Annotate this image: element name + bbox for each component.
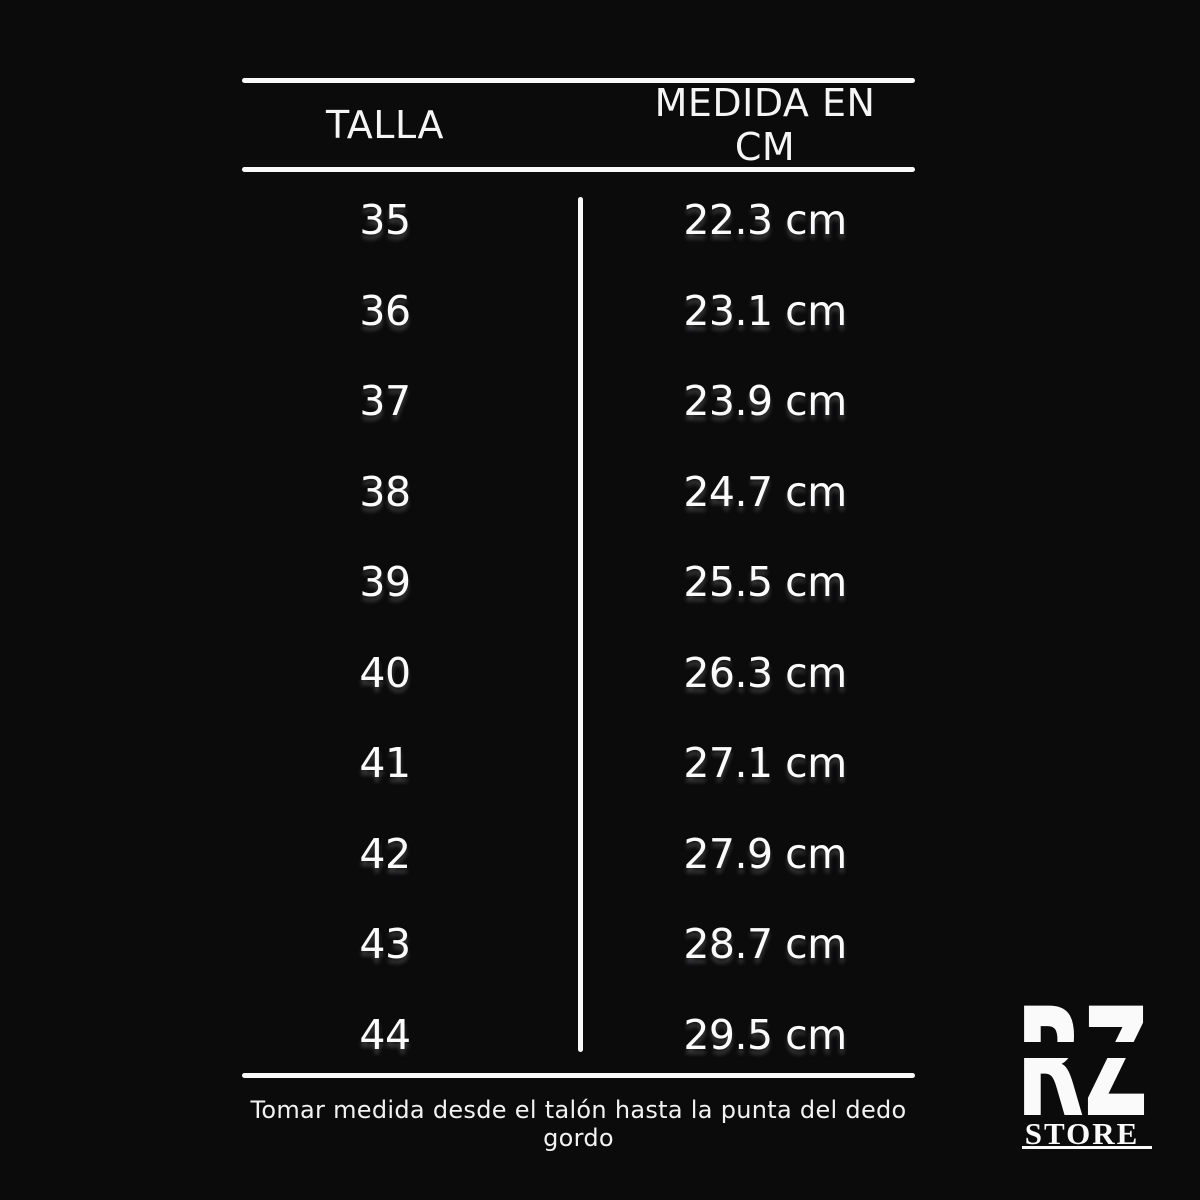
table-row: 38 24.7 cm <box>0 447 1200 538</box>
size-cell: 38 <box>359 467 411 516</box>
footer-rule <box>242 1073 915 1078</box>
size-cell: 43 <box>359 920 411 969</box>
measure-cell: 22.3 cm <box>683 196 847 245</box>
measure-cell: 23.9 cm <box>683 377 847 426</box>
logo-split-stripe <box>1006 1042 1158 1058</box>
table-row: 43 28.7 cm <box>0 899 1200 990</box>
table-body: 35 22.3 cm 36 23.1 cm 37 23.9 cm 38 24.7… <box>0 175 1200 1080</box>
logo-monogram-text: RZ <box>1016 977 1148 1151</box>
table-row: 39 25.5 cm <box>0 537 1200 628</box>
measurement-instruction: Tomar medida desde el talón hasta la pun… <box>250 1096 907 1152</box>
size-cell: 40 <box>359 648 411 697</box>
size-cell: 39 <box>359 558 411 607</box>
measure-cell: 27.1 cm <box>683 739 847 788</box>
column-header-measure: MEDIDA EN CM <box>654 81 876 169</box>
measure-cell: 29.5 cm <box>683 1010 847 1059</box>
header-top-rule <box>242 78 915 83</box>
table-row: 35 22.3 cm <box>0 175 1200 266</box>
measure-cell: 28.7 cm <box>683 920 847 969</box>
logo-underline <box>1022 1146 1152 1149</box>
column-header-size: TALLA <box>326 103 444 147</box>
size-cell: 42 <box>359 829 411 878</box>
size-cell: 37 <box>359 377 411 426</box>
table-row: 42 27.9 cm <box>0 809 1200 900</box>
column-divider <box>578 197 583 1052</box>
size-cell: 41 <box>359 739 411 788</box>
header-bottom-rule <box>242 167 915 172</box>
table-row: 40 26.3 cm <box>0 628 1200 719</box>
table-row: 41 27.1 cm <box>0 718 1200 809</box>
store-logo: RZ STORE <box>1006 977 1158 1160</box>
table-row: 44 29.5 cm <box>0 990 1200 1081</box>
size-cell: 35 <box>359 196 411 245</box>
rz-monogram-icon: RZ <box>1006 977 1158 1151</box>
logo-store-label: STORE <box>1024 1116 1140 1151</box>
measure-cell: 25.5 cm <box>683 558 847 607</box>
measure-cell: 27.9 cm <box>683 829 847 878</box>
table-row: 36 23.1 cm <box>0 266 1200 357</box>
measure-cell: 24.7 cm <box>683 467 847 516</box>
measure-cell: 26.3 cm <box>683 648 847 697</box>
measure-cell: 23.1 cm <box>683 286 847 335</box>
table-header: TALLA MEDIDA EN CM <box>0 81 1200 169</box>
size-cell: 44 <box>359 1010 411 1059</box>
size-cell: 36 <box>359 286 411 335</box>
table-row: 37 23.9 cm <box>0 356 1200 447</box>
